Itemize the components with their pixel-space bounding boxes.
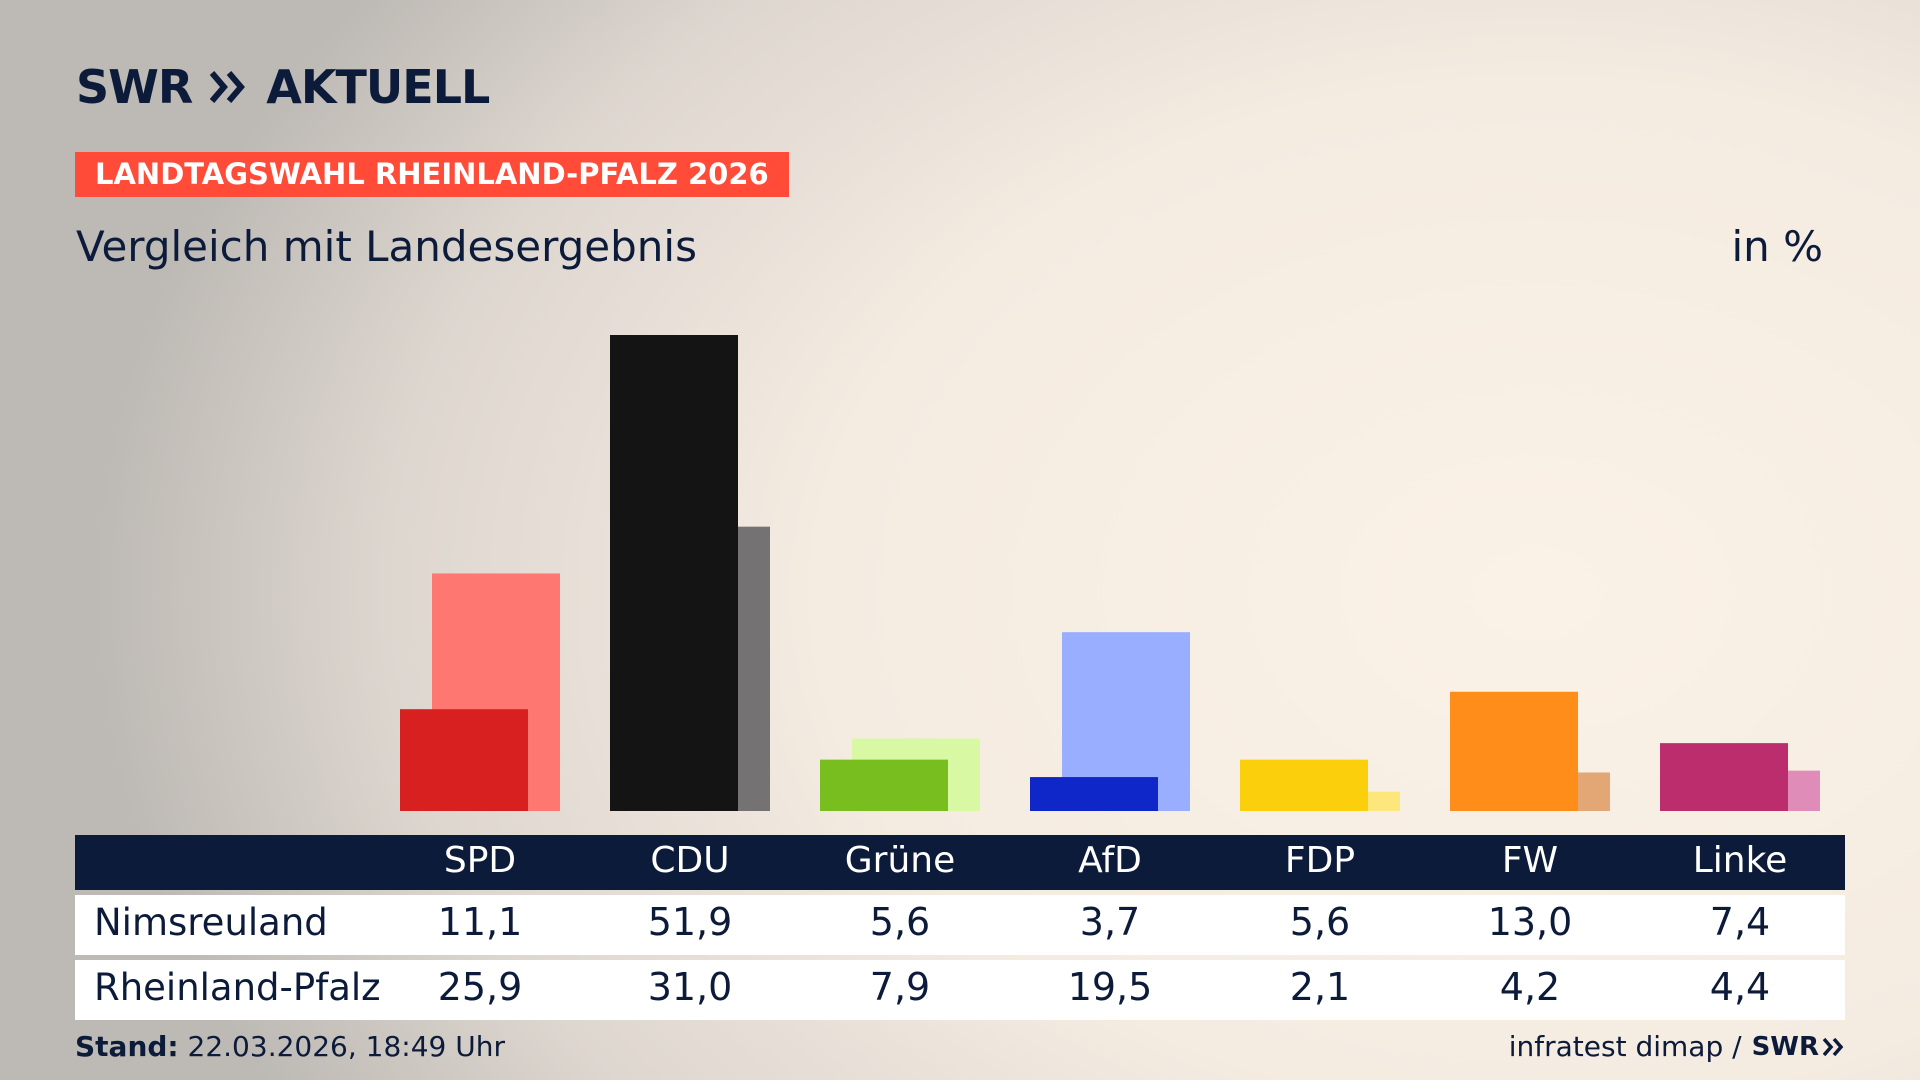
column-header-spd: SPD <box>443 840 517 881</box>
column-header-grüne: Grüne <box>844 840 956 881</box>
bar-nimsreuland-spd <box>400 709 528 811</box>
table-row-rheinland-pfalz: Rheinland-Pfalz 25,9 31,0 7,9 19,5 2,1 4,2 4,4 <box>75 960 1845 1020</box>
double-chevron-icon <box>210 71 246 103</box>
bar-nimsreuland-fdp <box>1240 759 1368 811</box>
swr-aktuell-logo: SWR AKTUELL <box>76 60 490 114</box>
column-header-afd: AfD <box>1078 840 1142 881</box>
logo-aktuell-text: AKTUELL <box>266 60 490 114</box>
table-cell-spd: 11,1 <box>437 900 523 944</box>
table-cell-fdp: 2,1 <box>1289 965 1351 1009</box>
table-cell-grüne: 7,9 <box>869 965 931 1009</box>
table-cell-spd: 25,9 <box>437 965 523 1009</box>
table-cell-afd: 19,5 <box>1067 965 1153 1009</box>
chart-subtitle: Vergleich mit Landesergebnis <box>76 222 697 271</box>
mini-logo-text: SWR <box>1751 1031 1819 1062</box>
logo-swr-text: SWR <box>76 60 193 114</box>
stand-label: Stand: <box>75 1030 179 1063</box>
row-label: Rheinland-Pfalz <box>94 966 381 1009</box>
swr-mini-logo: SWR <box>1752 1032 1845 1062</box>
column-header-cdu: CDU <box>650 840 730 881</box>
table-cell-fw: 4,2 <box>1499 965 1561 1009</box>
table-cell-linke: 4,4 <box>1709 965 1771 1009</box>
double-chevron-icon <box>1823 1037 1844 1056</box>
election-badge: LANDTAGSWAHL RHEINLAND-PFALZ 2026 <box>75 152 789 197</box>
timestamp: Stand: 22.03.2026, 18:49 Uhr <box>75 1030 505 1063</box>
source-credit: infratest dimap / SWR <box>1509 1030 1845 1063</box>
stand-value: 22.03.2026, 18:49 Uhr <box>187 1030 505 1063</box>
column-header-fw: FW <box>1501 840 1559 881</box>
bar-nimsreuland-grüne <box>820 759 948 811</box>
column-header-fdp: FDP <box>1284 840 1356 881</box>
table-cell-afd: 3,7 <box>1079 900 1141 944</box>
source-text: infratest dimap / <box>1508 1030 1742 1063</box>
unit-label: in % <box>1731 222 1823 271</box>
table-cell-cdu: 51,9 <box>647 900 733 944</box>
table-cell-grüne: 5,6 <box>869 900 931 944</box>
bar-nimsreuland-afd <box>1030 777 1158 811</box>
table-cell-fdp: 5,6 <box>1289 900 1351 944</box>
table-row-nimsreuland: Nimsreuland 11,1 51,9 5,6 3,7 5,6 13,0 7,4 <box>75 895 1845 955</box>
table-header-row: SPD CDU Grüne AfD FDP FW Linke <box>75 835 1845 890</box>
results-table: SPD CDU Grüne AfD FDP FW Linke Nimsreuland 11,… <box>75 835 1845 1020</box>
table-cell-fw: 13,0 <box>1487 900 1573 944</box>
bar-chart <box>400 335 1820 811</box>
bar-nimsreuland-fw <box>1450 691 1578 811</box>
table-cell-cdu: 31,0 <box>647 965 733 1009</box>
column-header-linke: Linke <box>1692 840 1788 881</box>
bar-nimsreuland-linke <box>1660 743 1788 811</box>
row-label: Nimsreuland <box>94 901 328 944</box>
bar-nimsreuland-cdu <box>610 335 738 811</box>
table-cell-linke: 7,4 <box>1709 900 1771 944</box>
